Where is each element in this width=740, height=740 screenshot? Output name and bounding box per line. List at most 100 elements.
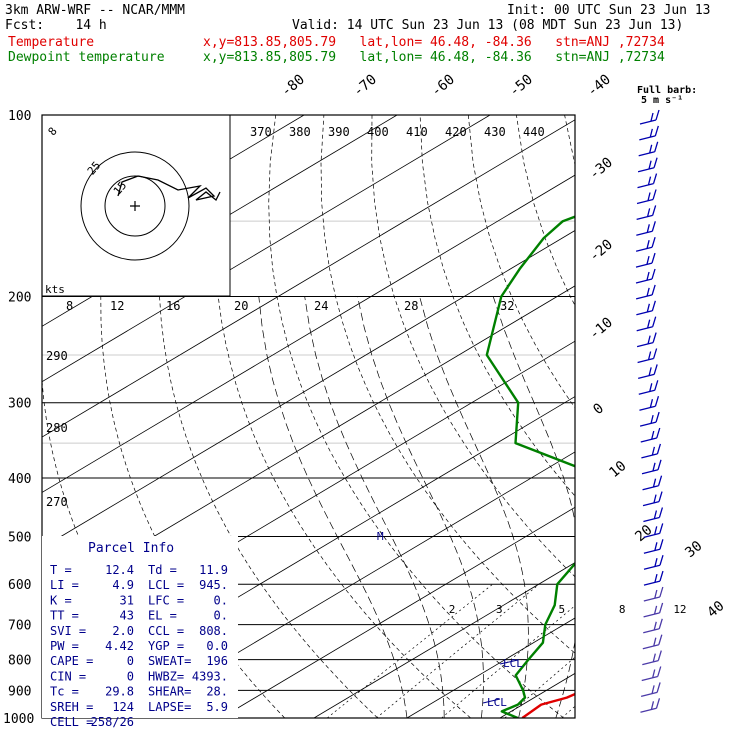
wind-barb: [642, 491, 663, 507]
pressure-tick-label: 1000: [3, 712, 34, 727]
temperature-tick-label: 10: [606, 458, 629, 481]
wind-barb: [640, 427, 661, 443]
wind-barb: [637, 173, 658, 189]
wind-barb: [639, 109, 660, 125]
theta-label: 400: [367, 125, 389, 139]
theta-label: 370: [250, 125, 272, 139]
wind-barb: [643, 555, 664, 570]
dry-adiabat-line: [320, 115, 575, 654]
dry-adiabat-line: [419, 115, 575, 497]
valid-time: Valid: 14 UTC Sun 23 Jun 13 (08 MDT Sun …: [292, 18, 684, 33]
temperature-tick-label: -30: [586, 155, 616, 184]
temperature-location: x,y=813.85,805.79 lat,lon= 46.48, -84.36…: [203, 35, 665, 50]
dry-adiabat-line: [613, 115, 740, 718]
dry-adiabat-line: [214, 115, 471, 718]
wind-barb: [637, 348, 658, 364]
mixing-ratio-label: 8: [619, 603, 626, 616]
parcel-row-value: 4.42: [105, 639, 134, 653]
temperature-tick-label: -10: [586, 315, 616, 344]
parcel-row-label: SVI =: [50, 624, 86, 638]
moist-adiabat-line: [258, 296, 408, 718]
theta-label: 280: [46, 421, 68, 435]
wind-barb: [639, 411, 660, 427]
isotherm-line: [499, 672, 575, 718]
parcel-row-value: 0.: [214, 593, 228, 607]
moist-adiabat-line: [667, 297, 740, 719]
temperature-line: [521, 692, 575, 718]
parcel-row-value: 124: [112, 700, 134, 714]
mixing-ratio-line: [561, 705, 575, 718]
wind-barb: [639, 396, 660, 411]
isotherm-line: [42, 285, 575, 604]
temperature-tick-label: 40: [704, 598, 727, 621]
pressure-tick-label: 700: [8, 619, 31, 634]
wind-barb: [641, 666, 662, 682]
dry-adiabat-line: [158, 115, 378, 718]
pressure-tick-label: 600: [8, 578, 31, 593]
hodograph-unit: kts: [45, 283, 65, 296]
plot-frame: [41, 114, 576, 719]
parcel-row-value: 808.: [199, 624, 228, 638]
pressure-tick-label: 100: [8, 109, 31, 124]
parcel-row-label: SHEAR=: [148, 685, 191, 699]
wind-barb: [643, 618, 663, 634]
hodograph-speed-tick: 32: [500, 299, 514, 313]
parcel-row-value: 0.: [214, 609, 228, 623]
dry-adiabat-line: [467, 115, 575, 409]
isotherm-line: [42, 230, 575, 549]
hodograph-speed-tick: 16: [166, 299, 180, 313]
wind-barb: [635, 268, 656, 284]
mixing-ratio-label: 12: [673, 603, 686, 616]
theta-label: 410: [406, 125, 428, 139]
hodograph-speed-tick: 20: [234, 299, 248, 313]
temperature-legend: Temperature: [8, 35, 95, 50]
parcel-row-label: K =: [50, 593, 72, 607]
wind-barb: [642, 475, 663, 491]
wind-barb: [635, 284, 656, 300]
parcel-row-label: LI =: [50, 578, 79, 592]
wind-barb: [635, 252, 656, 268]
mixing-ratio-line: [326, 583, 493, 718]
wind-barbs: [635, 109, 664, 713]
temperature-tick-label: 20: [632, 522, 655, 545]
wind-barb: [636, 332, 657, 348]
isotherm-line: [686, 115, 740, 718]
parcel-row-label: HWBZ=: [148, 669, 184, 683]
dry-adiabat-line: [709, 115, 740, 718]
parcel-row-label: CELL =: [50, 715, 93, 729]
dry-adiabat-line: [516, 115, 575, 307]
dry-adiabat-line: [661, 115, 740, 718]
parcel-row-label: CIN =: [50, 669, 86, 683]
parcel-row-label: T =: [50, 563, 72, 577]
mixing-ratio-line: [441, 605, 575, 718]
parcel-row-label: PW =: [50, 639, 79, 653]
pressure-tick-label: 200: [8, 291, 31, 306]
isotherm-line: [313, 562, 575, 718]
wind-barb: [643, 539, 664, 554]
isotherm-line: [42, 115, 491, 383]
parcel-row-value: 4393.: [192, 669, 228, 683]
hodograph-ring-inner: [104, 175, 166, 237]
mixing-ratio-label: 3: [496, 603, 503, 616]
pressure-tick-label: 800: [8, 654, 31, 669]
lcl-marker: LCL: [487, 696, 507, 709]
mixing-ratio-line: [376, 583, 540, 718]
wind-barb: [643, 523, 664, 539]
hodograph-ring-outer: [80, 151, 190, 261]
wind-barb: [643, 507, 664, 523]
parcel-panel-title: Parcel Info: [88, 541, 174, 556]
wind-barb: [639, 125, 659, 141]
parcel-row-label: TT =: [50, 609, 79, 623]
temperature-tick-label: 30: [682, 538, 705, 561]
parcel-row-value: 0: [127, 669, 134, 683]
model-title: 3km ARW-WRF -- NCAR/MMM: [5, 3, 186, 18]
mixing-ratio-label: 5: [558, 603, 565, 616]
parcel-panel-bg: [42, 536, 238, 718]
parcel-row-value: 945.: [199, 578, 228, 592]
temperature-tick-label: 0: [590, 400, 607, 418]
parcel-row-value: 29.8: [105, 685, 134, 699]
wind-barb: [642, 650, 662, 666]
wind-barb: [638, 141, 659, 157]
moist-adiabat-line: [705, 297, 740, 719]
